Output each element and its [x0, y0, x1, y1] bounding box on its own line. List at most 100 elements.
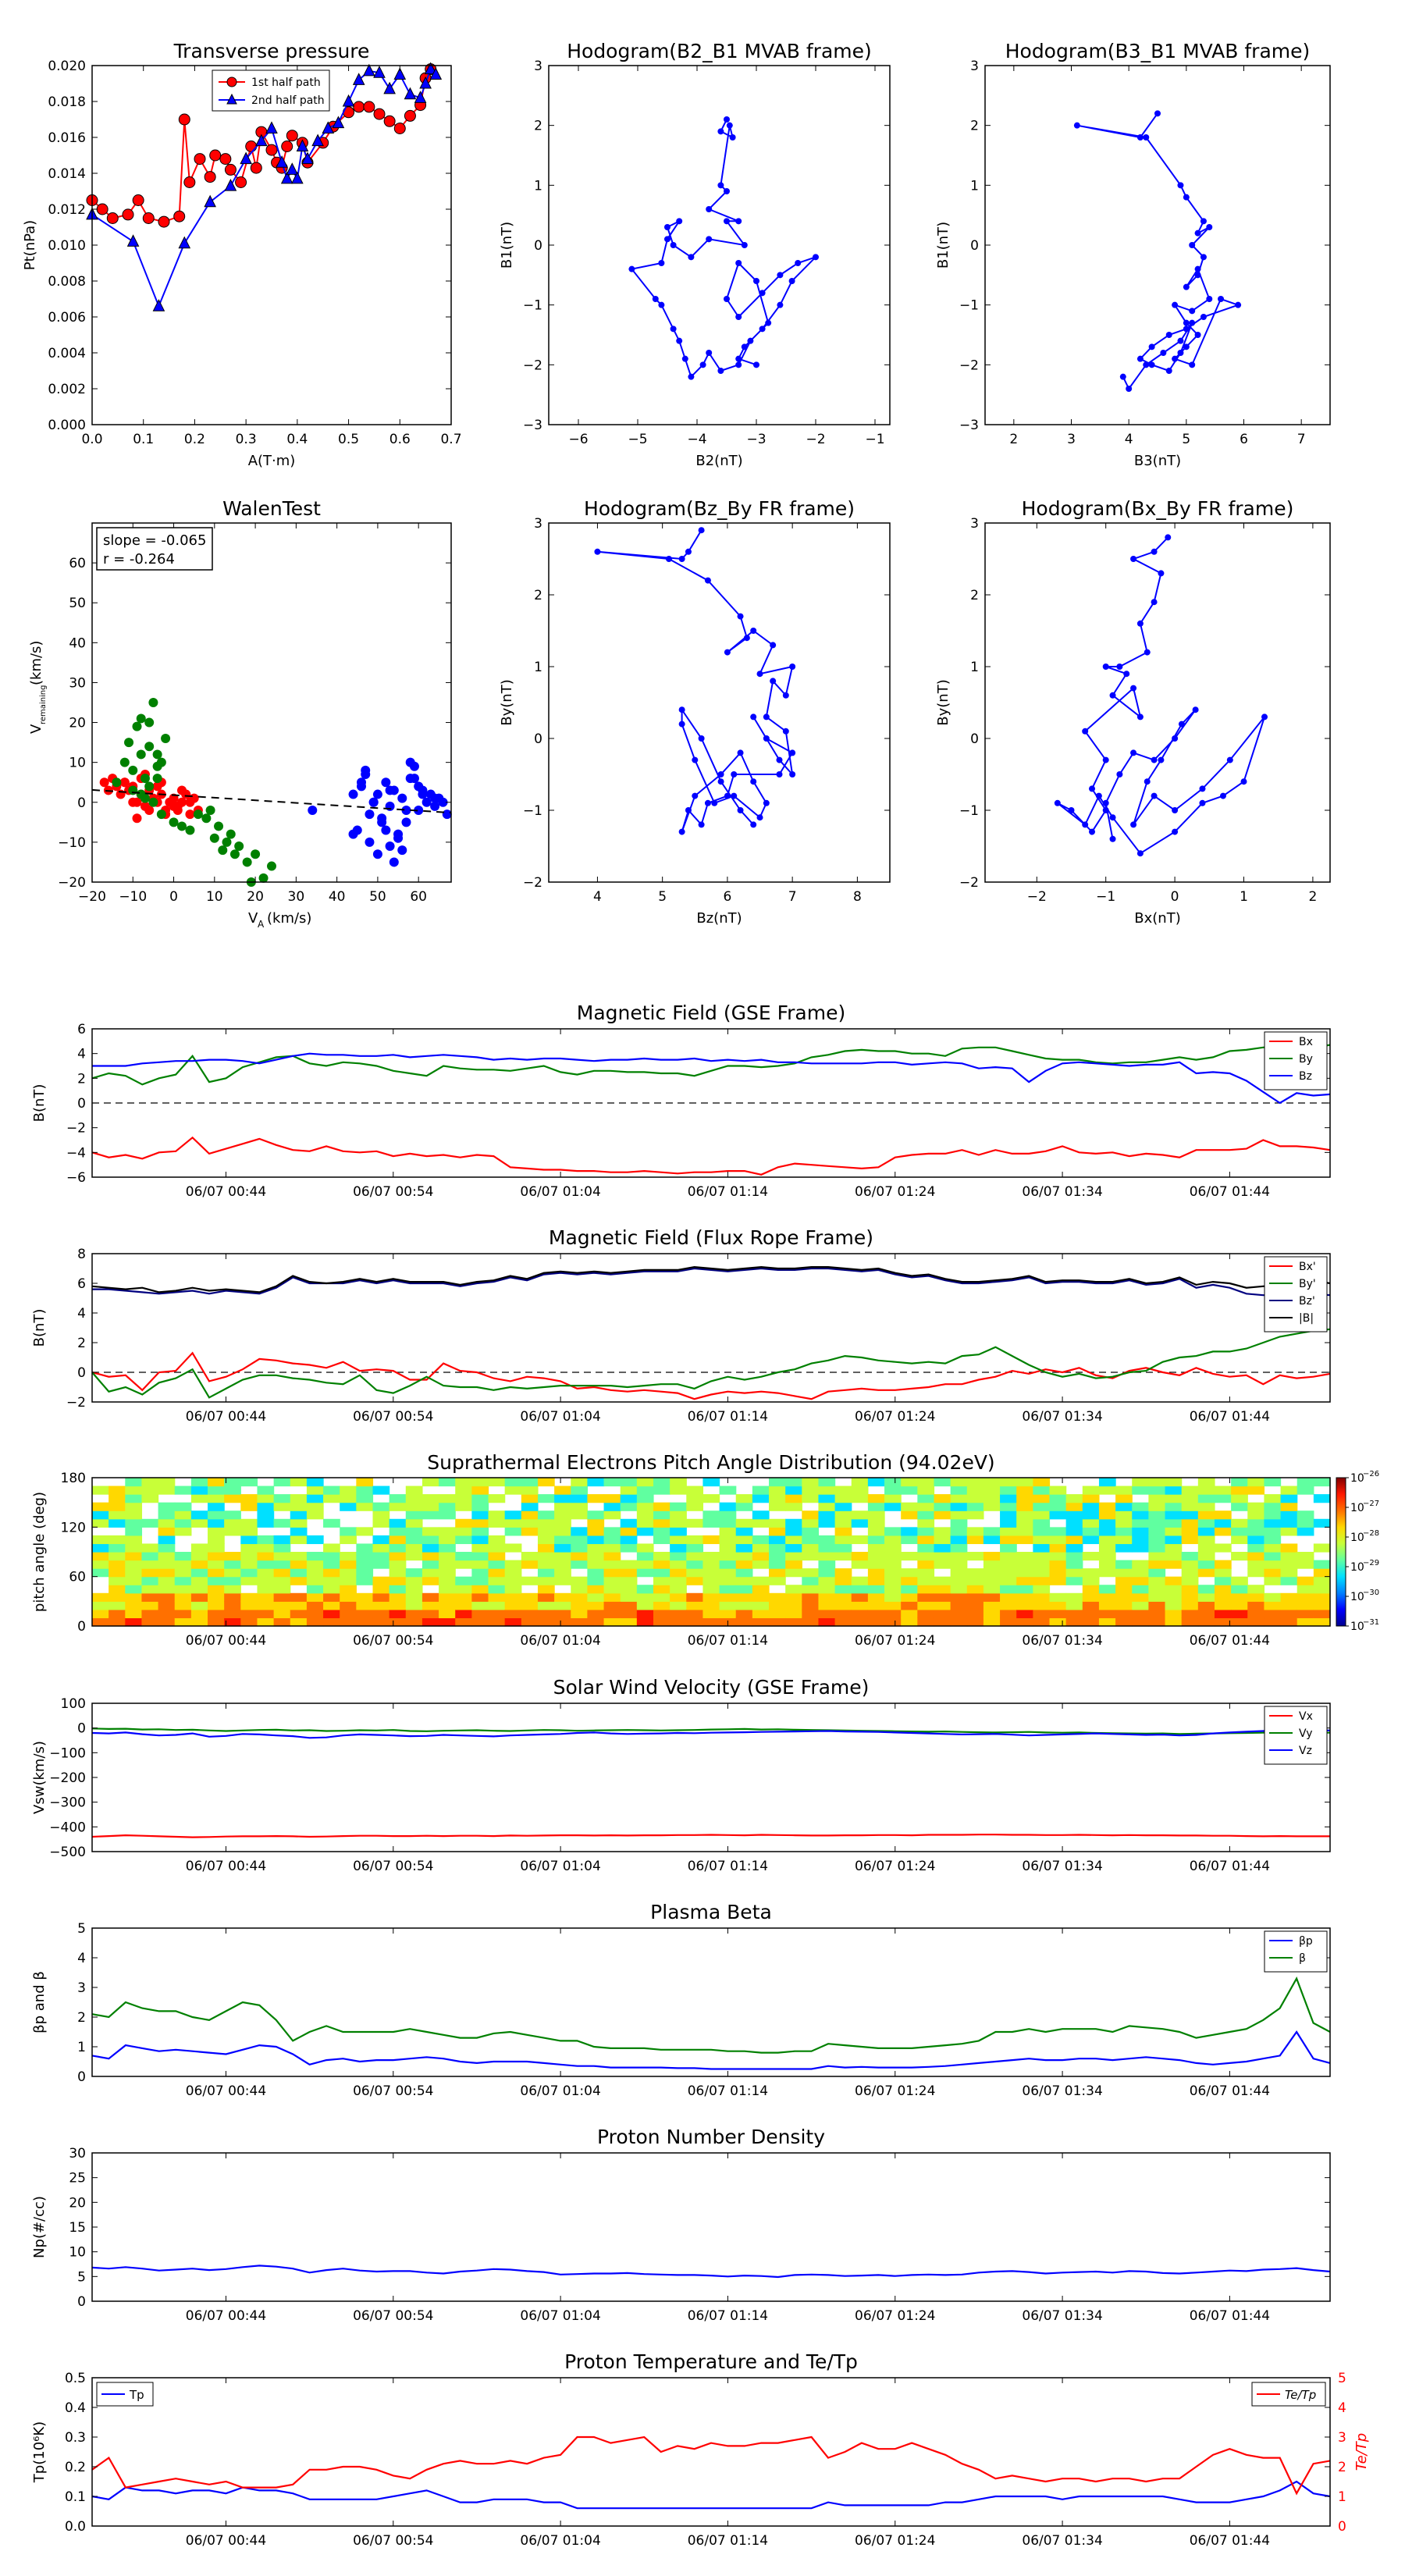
heatmap-cell [785, 1585, 802, 1594]
heatmap-cell [587, 1585, 605, 1594]
heatmap-cell [1033, 1510, 1051, 1520]
x-tick-label: 06/07 01:14 [688, 1409, 768, 1425]
heatmap-cell [603, 1478, 621, 1487]
heatmap-cell [983, 1535, 1001, 1545]
legend-label: Te/Tp [1285, 2388, 1316, 2402]
heatmap-cell [422, 1560, 439, 1569]
heatmap-cell [405, 1502, 423, 1511]
heatmap-cell [422, 1527, 439, 1536]
data-point [685, 548, 692, 555]
data-point [245, 141, 258, 152]
heatmap-cell [174, 1609, 192, 1619]
heatmap-cell [636, 1585, 654, 1594]
heatmap-cell [785, 1502, 802, 1511]
heatmap-cell [356, 1527, 374, 1536]
heatmap-cell [141, 1601, 159, 1610]
heatmap-cell [653, 1510, 670, 1520]
data-point [1183, 343, 1190, 350]
heatmap-cell [224, 1601, 241, 1610]
y-tick-label: 180 [61, 1471, 86, 1486]
y-tick-label: 6 [77, 1276, 86, 1292]
heatmap-cell [521, 1527, 539, 1536]
heatmap-cell [1247, 1592, 1265, 1602]
heatmap-cell [702, 1609, 720, 1619]
heatmap-cell [372, 1485, 390, 1495]
heatmap-cell [224, 1494, 241, 1503]
heatmap-cell [702, 1617, 720, 1627]
y-tick-label: 3 [534, 516, 542, 532]
heatmap-cell [818, 1518, 836, 1528]
data-point [242, 857, 252, 867]
heatmap-cell [439, 1585, 456, 1594]
heatmap-cell [1132, 1518, 1149, 1528]
heatmap-cell [389, 1617, 407, 1627]
heatmap-cell [1297, 1585, 1314, 1594]
series-line-0 [91, 2030, 1331, 2070]
heatmap-cell [1065, 1568, 1083, 1578]
heatmap-cell [125, 1510, 143, 1520]
heatmap-cell [439, 1478, 456, 1487]
heatmap-cell [1181, 1592, 1199, 1602]
data-point [735, 260, 742, 266]
heatmap-cell [1264, 1543, 1282, 1553]
heatmap-cell [306, 1494, 324, 1503]
heatmap-cell [884, 1494, 902, 1503]
heatmap-cell [1264, 1494, 1282, 1503]
data-point [152, 299, 165, 311]
heatmap-cell [1049, 1560, 1067, 1569]
heatmap-cell [290, 1609, 308, 1619]
heatmap-cell [190, 1478, 208, 1487]
heatmap-cell [1148, 1502, 1166, 1511]
heatmap-cell [571, 1510, 588, 1520]
heatmap-cell [1280, 1510, 1298, 1520]
heatmap-cell [257, 1502, 275, 1511]
legend-label: By' [1299, 1278, 1316, 1290]
heatmap-cell [273, 1543, 291, 1553]
data-point [1189, 319, 1196, 326]
heatmap-cell [966, 1510, 984, 1520]
heatmap-cell [587, 1543, 605, 1553]
heatmap-cell [1065, 1592, 1083, 1602]
data-point [1151, 792, 1158, 799]
heatmap-cell [1297, 1592, 1314, 1602]
data-point [1151, 756, 1158, 763]
heatmap-cell [141, 1592, 159, 1602]
data-point [1172, 807, 1179, 813]
data-point [112, 777, 122, 788]
heatmap-cell [851, 1485, 869, 1495]
heatmap-cell [1165, 1478, 1183, 1487]
heatmap-cell [521, 1609, 539, 1619]
heatmap-cell [174, 1510, 192, 1520]
heatmap-cell [1016, 1502, 1033, 1511]
legend-label: βp [1299, 1935, 1313, 1948]
data-point [1109, 835, 1116, 842]
heatmap-cell [802, 1592, 820, 1602]
heatmap-cell [257, 1543, 275, 1553]
heatmap-cell [686, 1576, 704, 1585]
heatmap-cell [422, 1494, 439, 1503]
heatmap-cell [389, 1592, 407, 1602]
x-tick-label: 4 [593, 889, 602, 905]
heatmap-cell [1049, 1601, 1067, 1610]
heatmap-cell [769, 1609, 786, 1619]
heatmap-cell [1165, 1527, 1183, 1536]
data-point [1194, 332, 1201, 338]
heatmap-cell [1033, 1543, 1051, 1553]
heatmap-cell [686, 1617, 704, 1627]
data-point [185, 825, 195, 835]
heatmap-cell [702, 1552, 720, 1561]
heatmap-cell [603, 1502, 621, 1511]
x-tick-label: 06/07 00:54 [353, 2533, 433, 2549]
legend-label: Bx [1299, 1036, 1313, 1048]
heatmap-cell [340, 1494, 357, 1503]
heatmap-cell [1313, 1518, 1331, 1528]
data-point [296, 139, 309, 151]
data-point [676, 337, 683, 344]
heatmap-cell [488, 1552, 506, 1561]
legend-label: 1st half path [251, 76, 321, 89]
heatmap-cell [1033, 1585, 1051, 1594]
y-tick-label: 0 [77, 1096, 86, 1112]
heatmap-cell [504, 1609, 522, 1619]
colorbar-tick-exp: −26 [1363, 1470, 1379, 1478]
heatmap-cell [587, 1576, 605, 1585]
